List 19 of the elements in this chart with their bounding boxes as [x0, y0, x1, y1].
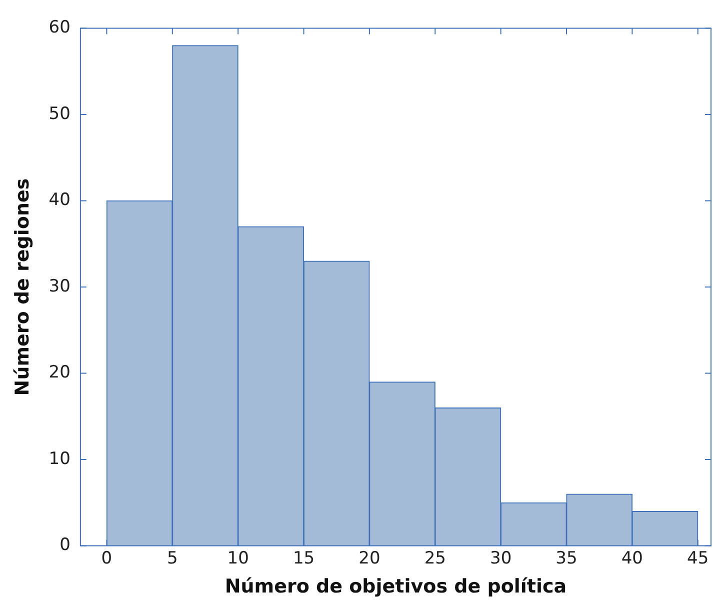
x-tick-label: 15 [292, 548, 315, 568]
y-tick-label: 20 [48, 362, 70, 383]
y-tick-label: 50 [48, 104, 70, 124]
y-tick-label: 40 [48, 190, 70, 210]
x-tick-label: 45 [687, 548, 709, 568]
x-tick-label: 20 [358, 548, 380, 568]
x-tick-label: 35 [556, 548, 578, 568]
x-tick-label: 5 [166, 548, 178, 568]
y-tick-label: 0 [60, 535, 70, 556]
x-axis-title: Número de objetivos de política [224, 576, 567, 598]
y-tick-label: 30 [48, 276, 70, 296]
x-tick-label: 40 [621, 548, 643, 568]
x-tick-label: 30 [490, 548, 512, 568]
x-tick-label: 25 [424, 548, 446, 568]
x-tick-label: 0 [101, 548, 112, 568]
y-tick-label: 10 [48, 448, 70, 469]
x-tick-label: 10 [227, 548, 249, 568]
y-axis-title: Número de regiones [11, 178, 34, 396]
y-tick-label: 60 [48, 18, 70, 38]
